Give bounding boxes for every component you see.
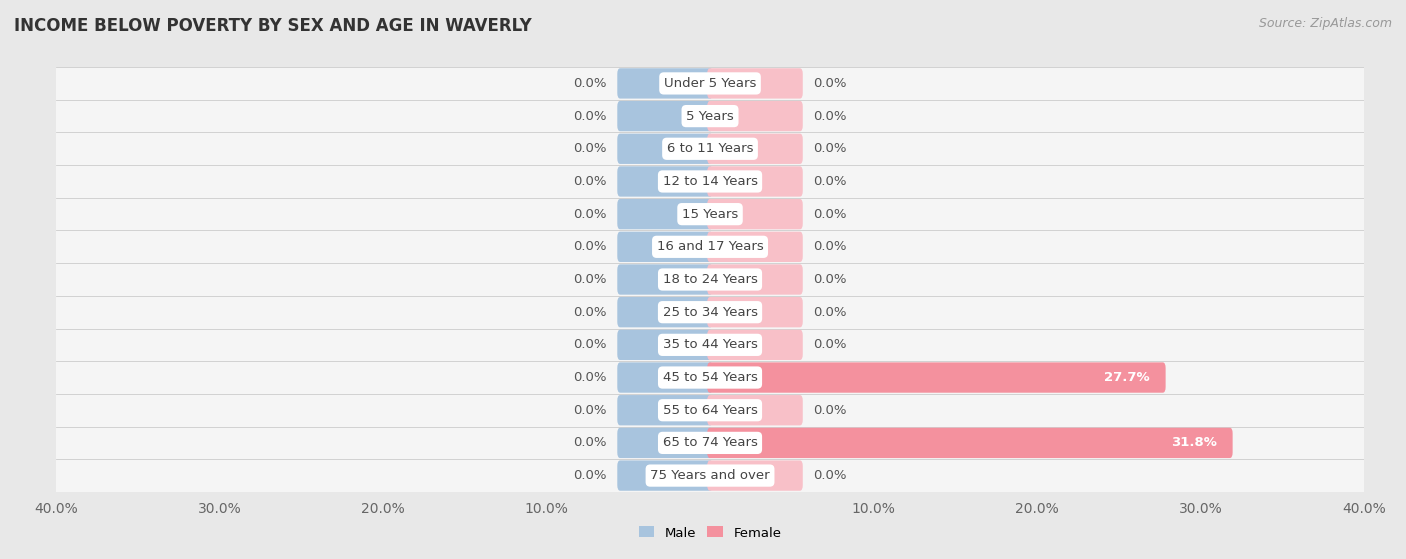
Text: Under 5 Years: Under 5 Years [664,77,756,90]
Text: 0.0%: 0.0% [574,404,607,416]
Text: 15 Years: 15 Years [682,207,738,221]
Text: 0.0%: 0.0% [813,306,846,319]
Bar [24,230,1396,263]
FancyBboxPatch shape [617,166,713,197]
FancyBboxPatch shape [707,264,803,295]
Text: 75 Years and over: 75 Years and over [650,469,770,482]
FancyBboxPatch shape [617,264,713,295]
FancyBboxPatch shape [617,395,713,425]
FancyBboxPatch shape [617,297,713,328]
FancyBboxPatch shape [707,330,803,360]
Text: Source: ZipAtlas.com: Source: ZipAtlas.com [1258,17,1392,30]
Text: 0.0%: 0.0% [574,175,607,188]
Text: 25 to 34 Years: 25 to 34 Years [662,306,758,319]
Bar [24,132,1396,165]
FancyBboxPatch shape [707,134,803,164]
Text: 6 to 11 Years: 6 to 11 Years [666,143,754,155]
FancyBboxPatch shape [707,166,803,197]
Text: 0.0%: 0.0% [574,469,607,482]
Text: 16 and 17 Years: 16 and 17 Years [657,240,763,253]
FancyBboxPatch shape [707,199,803,229]
FancyBboxPatch shape [617,199,713,229]
Text: 0.0%: 0.0% [813,273,846,286]
FancyBboxPatch shape [707,362,1166,393]
Text: 35 to 44 Years: 35 to 44 Years [662,338,758,352]
Text: 45 to 54 Years: 45 to 54 Years [662,371,758,384]
FancyBboxPatch shape [707,395,803,425]
FancyBboxPatch shape [617,231,713,262]
FancyBboxPatch shape [707,461,803,491]
Text: 55 to 64 Years: 55 to 64 Years [662,404,758,416]
Text: 0.0%: 0.0% [813,143,846,155]
Text: 0.0%: 0.0% [574,371,607,384]
Text: 0.0%: 0.0% [574,207,607,221]
Text: 0.0%: 0.0% [574,338,607,352]
Text: 0.0%: 0.0% [813,175,846,188]
Text: 18 to 24 Years: 18 to 24 Years [662,273,758,286]
Text: 5 Years: 5 Years [686,110,734,122]
Text: 0.0%: 0.0% [813,207,846,221]
FancyBboxPatch shape [617,134,713,164]
Text: 0.0%: 0.0% [813,338,846,352]
Bar [24,361,1396,394]
Bar [24,67,1396,100]
FancyBboxPatch shape [617,428,713,458]
Text: 0.0%: 0.0% [813,469,846,482]
FancyBboxPatch shape [707,297,803,328]
Bar [24,329,1396,361]
Text: 0.0%: 0.0% [574,143,607,155]
FancyBboxPatch shape [617,362,713,393]
Text: 31.8%: 31.8% [1171,437,1216,449]
Text: 12 to 14 Years: 12 to 14 Years [662,175,758,188]
Text: 65 to 74 Years: 65 to 74 Years [662,437,758,449]
FancyBboxPatch shape [707,68,803,98]
Text: 0.0%: 0.0% [574,437,607,449]
Bar [24,165,1396,198]
Bar [24,394,1396,427]
Bar [24,296,1396,329]
Text: INCOME BELOW POVERTY BY SEX AND AGE IN WAVERLY: INCOME BELOW POVERTY BY SEX AND AGE IN W… [14,17,531,35]
Bar [24,198,1396,230]
Legend: Male, Female: Male, Female [633,521,787,545]
Text: 0.0%: 0.0% [813,240,846,253]
Bar [24,100,1396,132]
Bar [24,459,1396,492]
FancyBboxPatch shape [617,68,713,98]
FancyBboxPatch shape [707,428,1233,458]
FancyBboxPatch shape [617,461,713,491]
Text: 0.0%: 0.0% [574,240,607,253]
Bar [24,263,1396,296]
Text: 27.7%: 27.7% [1104,371,1150,384]
Text: 0.0%: 0.0% [813,77,846,90]
FancyBboxPatch shape [617,101,713,131]
Bar [24,427,1396,459]
Text: 0.0%: 0.0% [574,77,607,90]
FancyBboxPatch shape [617,330,713,360]
FancyBboxPatch shape [707,231,803,262]
FancyBboxPatch shape [707,101,803,131]
Text: 0.0%: 0.0% [574,110,607,122]
Text: 0.0%: 0.0% [574,306,607,319]
Text: 0.0%: 0.0% [574,273,607,286]
Text: 0.0%: 0.0% [813,110,846,122]
Text: 0.0%: 0.0% [813,404,846,416]
